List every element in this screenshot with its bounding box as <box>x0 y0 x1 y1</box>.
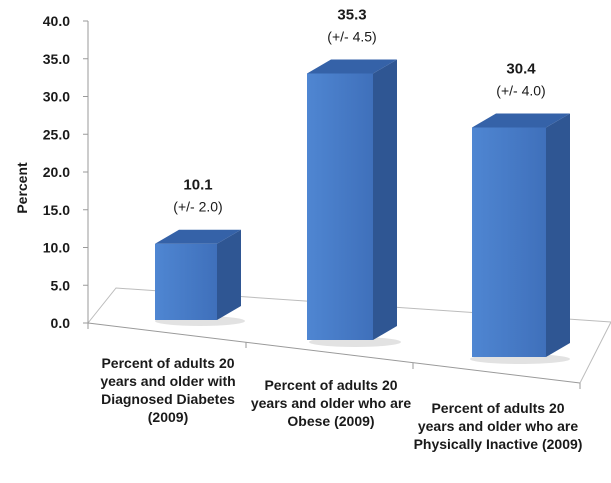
bar-error-label: (+/- 4.5) <box>327 28 376 44</box>
bar <box>155 243 217 320</box>
bar <box>307 73 373 341</box>
bar-side-face <box>546 113 570 357</box>
bar <box>472 127 546 357</box>
y-tick-label: 20.0 <box>43 164 70 180</box>
y-tick-label: 5.0 <box>51 277 71 293</box>
bar-top-face <box>472 113 570 128</box>
y-axis-title: Percent <box>14 162 30 214</box>
bar-error-label: (+/- 4.0) <box>496 82 545 98</box>
x-category-label: Percent of adults 20 years and older wit… <box>100 355 236 425</box>
bar-error-label: (+/- 2.0) <box>173 199 222 215</box>
x-axis-line <box>87 322 581 384</box>
bar-value-label: 10.1 <box>183 177 212 194</box>
y-tick-label: 15.0 <box>43 202 70 218</box>
y-tick-label: 30.0 <box>43 89 70 105</box>
bar-value-label: 35.3 <box>337 6 366 23</box>
y-tick-label: 10.0 <box>43 240 70 256</box>
x-category-label: Percent of adults 20 years and older who… <box>250 377 412 429</box>
y-tick-label: 25.0 <box>43 126 70 142</box>
bar-side-face <box>373 59 397 341</box>
x-category-label: Percent of adults 20 years and older who… <box>413 400 583 452</box>
y-tick-label: 0.0 <box>51 315 71 331</box>
bar-value-label: 30.4 <box>506 60 536 77</box>
bar-top-face <box>155 229 241 244</box>
bar-top-face <box>307 59 397 74</box>
bar-side-face <box>217 229 241 320</box>
y-tick-label: 40.0 <box>43 13 70 29</box>
y-tick-label: 35.0 <box>43 51 70 67</box>
